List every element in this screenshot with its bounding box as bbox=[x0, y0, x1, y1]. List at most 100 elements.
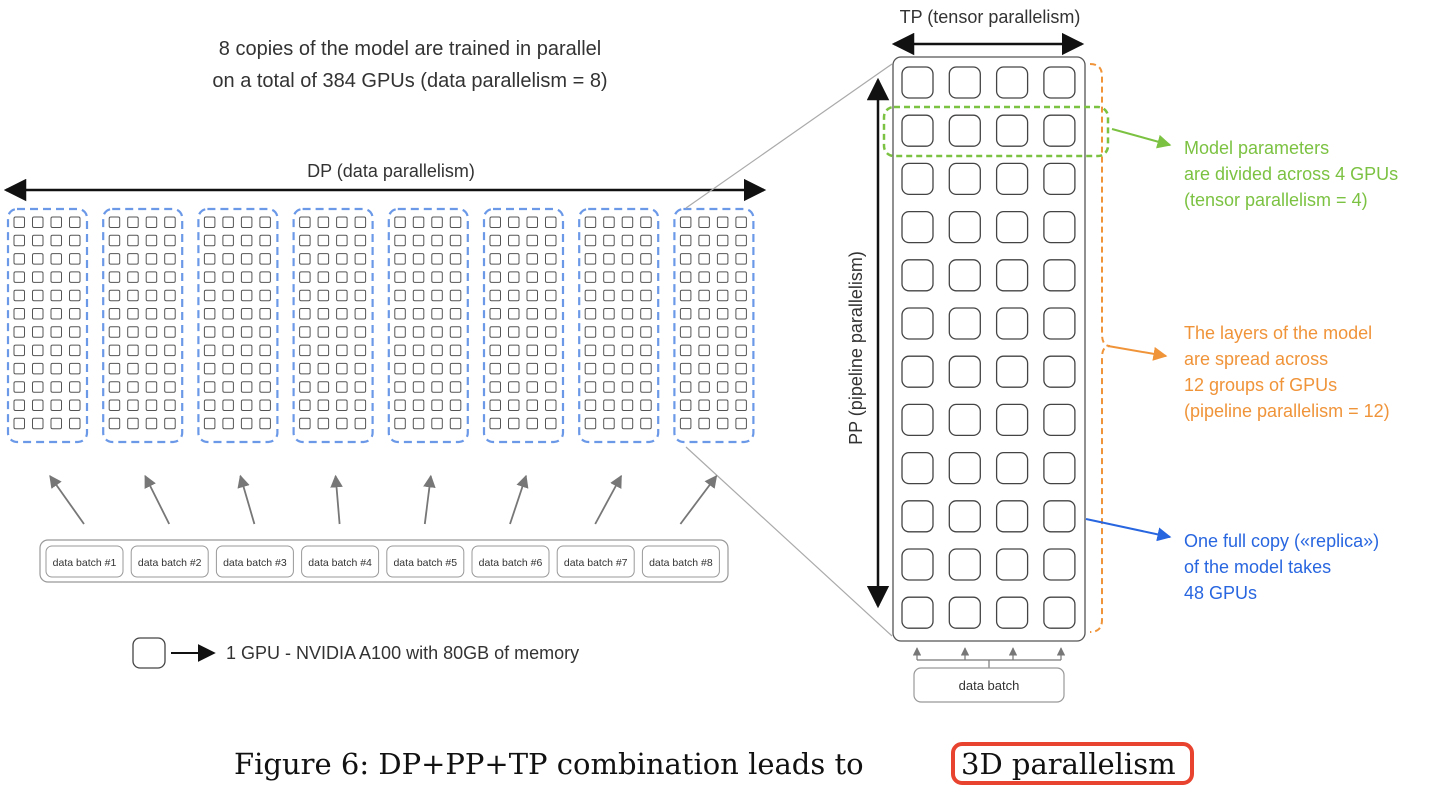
mini-gpu bbox=[489, 271, 501, 283]
mini-gpu bbox=[145, 344, 158, 357]
mini-gpu bbox=[108, 289, 121, 302]
mini-gpu bbox=[32, 344, 44, 357]
mini-gpu bbox=[735, 344, 747, 357]
mini-gpu bbox=[603, 344, 615, 357]
data-batch-item: data batch #8 bbox=[641, 545, 720, 578]
gpu-cell bbox=[901, 259, 934, 292]
mini-gpu bbox=[69, 216, 81, 228]
mini-gpu bbox=[412, 271, 425, 283]
mini-gpu bbox=[336, 253, 348, 265]
mini-gpu bbox=[735, 381, 747, 393]
mini-gpu bbox=[336, 216, 348, 228]
replica-annotation-line-3: 48 GPUs bbox=[1184, 583, 1257, 603]
gpu-cell bbox=[1043, 355, 1076, 388]
mini-gpu bbox=[317, 326, 330, 338]
mini-gpu bbox=[735, 271, 747, 283]
gpu-cell bbox=[1043, 66, 1076, 99]
mini-gpu bbox=[735, 308, 747, 320]
mini-gpu bbox=[449, 417, 462, 430]
pipeline-annotation-line-3: 12 groups of GPUs bbox=[1184, 375, 1337, 395]
mini-gpu bbox=[222, 234, 234, 247]
mini-gpu bbox=[69, 344, 81, 357]
mini-gpu bbox=[489, 362, 501, 375]
batch-arrow bbox=[49, 474, 85, 525]
mini-gpu bbox=[621, 399, 634, 411]
mini-gpu bbox=[679, 308, 692, 320]
mini-gpu bbox=[489, 381, 501, 393]
replica-group-border bbox=[102, 207, 184, 444]
mini-gpu bbox=[222, 381, 234, 393]
mini-gpu bbox=[259, 216, 271, 228]
mini-gpu bbox=[698, 362, 710, 375]
tensor-annotation-line-2: are divided across 4 GPUs bbox=[1184, 164, 1398, 184]
mini-gpu bbox=[698, 399, 710, 411]
batch-arrows bbox=[49, 474, 718, 525]
mini-gpu bbox=[735, 326, 747, 338]
mini-gpu bbox=[394, 399, 406, 411]
mini-gpu bbox=[603, 381, 615, 393]
mini-gpu bbox=[354, 289, 367, 302]
mini-gpu bbox=[698, 381, 710, 393]
mini-gpu bbox=[640, 216, 652, 228]
mini-gpu bbox=[145, 234, 158, 247]
mini-gpu bbox=[621, 271, 634, 283]
mini-gpu bbox=[603, 417, 615, 430]
gpu-cell bbox=[995, 548, 1029, 581]
mini-gpu bbox=[545, 399, 557, 411]
mini-gpu bbox=[508, 399, 520, 411]
replica-data-batch-label: data batch bbox=[959, 678, 1020, 693]
mini-gpu bbox=[203, 234, 216, 247]
mini-gpu bbox=[584, 216, 597, 228]
mini-gpu bbox=[489, 399, 501, 411]
mini-gpu bbox=[164, 271, 176, 283]
mini-gpu bbox=[13, 271, 25, 283]
mini-gpu bbox=[412, 308, 425, 320]
mini-gpu bbox=[222, 417, 234, 430]
mini-gpu bbox=[259, 289, 271, 302]
data-batch-label: data batch #2 bbox=[138, 557, 202, 569]
data-batch-item: data batch #7 bbox=[556, 545, 635, 578]
mini-gpu bbox=[203, 417, 216, 430]
mini-gpu bbox=[354, 253, 367, 265]
mini-gpu bbox=[545, 216, 557, 228]
mini-gpu bbox=[698, 308, 710, 320]
gpu-cell bbox=[1043, 114, 1076, 147]
data-batch-box bbox=[301, 545, 380, 578]
mini-gpu bbox=[621, 216, 634, 228]
replica-feed-arrows bbox=[912, 647, 1066, 668]
mini-gpu bbox=[621, 253, 634, 265]
mini-gpu bbox=[13, 399, 25, 411]
mini-gpu bbox=[354, 362, 367, 375]
mini-gpu bbox=[108, 253, 121, 265]
mini-gpu bbox=[698, 344, 710, 357]
gpu-cell bbox=[901, 66, 934, 99]
replica-annotation-line-2: of the model takes bbox=[1184, 557, 1331, 577]
mini-gpu bbox=[394, 308, 406, 320]
mini-gpu bbox=[412, 326, 425, 338]
mini-gpu bbox=[259, 326, 271, 338]
mini-gpu bbox=[679, 234, 692, 247]
batch-arrow bbox=[509, 474, 529, 525]
mini-gpu bbox=[735, 417, 747, 430]
mini-gpu bbox=[299, 399, 311, 411]
mini-gpu bbox=[317, 362, 330, 375]
mini-gpu bbox=[735, 234, 747, 247]
pipeline-annotation-line-1: The layers of the model bbox=[1184, 323, 1372, 343]
mini-gpu bbox=[449, 344, 462, 357]
mini-gpu bbox=[394, 381, 406, 393]
replica-data-batch-box bbox=[913, 667, 1065, 703]
gpu-cell bbox=[901, 403, 934, 437]
mini-gpu bbox=[50, 216, 62, 228]
mini-gpu bbox=[412, 417, 425, 430]
mini-gpu bbox=[259, 399, 271, 411]
mini-gpu bbox=[640, 234, 652, 247]
pipeline-annotation-line-4: (pipeline parallelism = 12) bbox=[1184, 401, 1390, 421]
mini-gpu bbox=[32, 216, 44, 228]
data-batch-box bbox=[45, 545, 124, 578]
mini-gpu bbox=[603, 326, 615, 338]
mini-gpu bbox=[508, 216, 520, 228]
mini-gpu bbox=[449, 381, 462, 393]
mini-gpu bbox=[545, 234, 557, 247]
mini-gpu bbox=[526, 381, 538, 393]
mini-gpu bbox=[449, 308, 462, 320]
